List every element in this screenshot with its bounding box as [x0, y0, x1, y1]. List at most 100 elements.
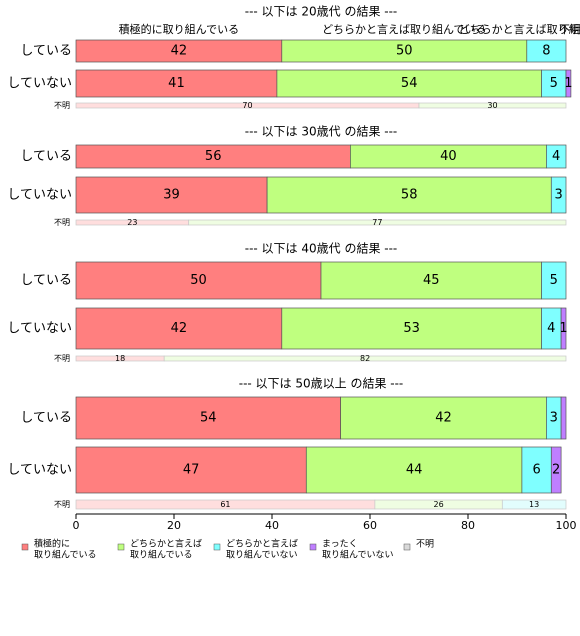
panel-title: --- 以下は 30歳代 の結果 --- — [245, 125, 398, 139]
value-label: 44 — [406, 463, 423, 478]
value-label: 54 — [401, 76, 418, 91]
value-label: 5 — [550, 76, 558, 91]
x-tick-label: 100 — [556, 519, 577, 532]
missing-label: 不明 — [54, 101, 70, 110]
value-label: 53 — [403, 321, 420, 336]
missing-value-label: 13 — [529, 500, 539, 509]
value-label: 4 — [547, 321, 555, 336]
value-label: 3 — [555, 188, 563, 203]
panel-title: --- 以下は 40歳代 の結果 --- — [245, 242, 398, 256]
bar-segment — [266, 176, 552, 214]
missing-label: 不明 — [54, 500, 70, 509]
value-label: 42 — [171, 321, 188, 336]
row-label: している — [20, 44, 72, 59]
row-label: している — [20, 411, 72, 426]
value-label: 1 — [564, 76, 572, 91]
value-label: 41 — [168, 76, 185, 91]
bar-segment — [305, 446, 523, 494]
bar-segment — [560, 307, 567, 350]
x-tick-label: 0 — [73, 519, 80, 532]
missing-value-label: 30 — [487, 101, 497, 110]
bar-segment — [75, 261, 322, 300]
bar-segment — [541, 69, 567, 98]
missing-label: 不明 — [54, 354, 70, 363]
bar-segment — [281, 307, 542, 350]
legend-swatch — [213, 543, 221, 551]
x-tick-label: 60 — [363, 519, 377, 532]
x-tick-label: 20 — [167, 519, 181, 532]
legend-swatch — [309, 543, 317, 551]
bar-segment — [75, 446, 307, 494]
value-label: 42 — [435, 411, 452, 426]
value-label: 42 — [171, 44, 188, 59]
bar-segment — [565, 69, 572, 98]
bar-segment — [276, 69, 542, 98]
legend-label: 取り組んでいる — [130, 549, 193, 561]
row-label: していない — [7, 76, 72, 91]
column-header: 積極的に取り組んでいる — [119, 22, 239, 36]
bar-segment — [541, 261, 567, 300]
missing-value-label: 26 — [434, 500, 444, 509]
value-label: 45 — [423, 273, 440, 288]
missing-label: 不明 — [54, 218, 70, 227]
column-header: 不明 — [559, 23, 580, 36]
legend-swatch — [117, 543, 125, 551]
value-label: 39 — [163, 188, 180, 203]
panel-title: --- 以下は 50歳以上 の結果 --- — [239, 377, 404, 391]
bar-segment — [550, 446, 562, 494]
value-label: 1 — [559, 321, 567, 336]
panel-title: --- 以下は 20歳代 の結果 --- — [245, 5, 398, 19]
value-label: 6 — [532, 463, 540, 478]
legend-label: 取り組んでいる — [34, 549, 97, 561]
legend-label: どちらかと言えば — [130, 538, 202, 550]
value-label: 58 — [401, 188, 418, 203]
row-label: していない — [7, 463, 72, 478]
legend-label: まったく — [322, 539, 358, 550]
column-header: どちらかと言えば取り組んでいる — [322, 23, 486, 36]
missing-value-label: 70 — [242, 101, 252, 110]
missing-segment — [501, 499, 567, 510]
missing-value-label: 61 — [220, 500, 230, 509]
row-label: していない — [7, 188, 72, 203]
missing-value-label: 77 — [372, 218, 382, 227]
value-label: 5 — [550, 273, 558, 288]
value-label: 40 — [440, 149, 457, 164]
bar-segment — [340, 396, 547, 440]
legend-label: どちらかと言えば — [226, 538, 298, 550]
value-label: 2 — [552, 463, 560, 478]
missing-segment — [418, 102, 567, 109]
value-label: 54 — [200, 411, 217, 426]
row-label: していない — [7, 321, 72, 336]
x-tick-label: 80 — [461, 519, 475, 532]
legend-swatch — [21, 543, 29, 551]
bar-segment — [320, 261, 542, 300]
legend-label: 不明 — [416, 539, 434, 550]
missing-segment — [163, 355, 567, 362]
row-label: している — [20, 149, 72, 164]
legend-label: 積極的に — [34, 538, 70, 550]
row-label: している — [20, 273, 72, 288]
value-label: 50 — [190, 273, 207, 288]
value-label: 8 — [542, 44, 550, 59]
value-label: 47 — [183, 463, 200, 478]
bar-segment — [526, 39, 567, 63]
bar-segment — [560, 396, 567, 440]
legend-label: 取り組んでいない — [226, 549, 298, 561]
bar-segment — [546, 144, 567, 169]
value-label: 4 — [552, 149, 560, 164]
legend-swatch — [403, 543, 411, 551]
x-tick-label: 40 — [265, 519, 279, 532]
legend-label: 取り組んでいない — [322, 549, 394, 561]
value-label: 56 — [205, 149, 222, 164]
missing-segment — [188, 219, 567, 226]
missing-value-label: 82 — [360, 354, 370, 363]
bar-segment — [521, 446, 552, 494]
value-label: 50 — [396, 44, 413, 59]
value-label: 3 — [550, 411, 558, 426]
missing-value-label: 23 — [127, 218, 137, 227]
bar-segment — [75, 176, 268, 214]
bar-segment — [75, 307, 283, 350]
missing-value-label: 18 — [115, 354, 125, 363]
